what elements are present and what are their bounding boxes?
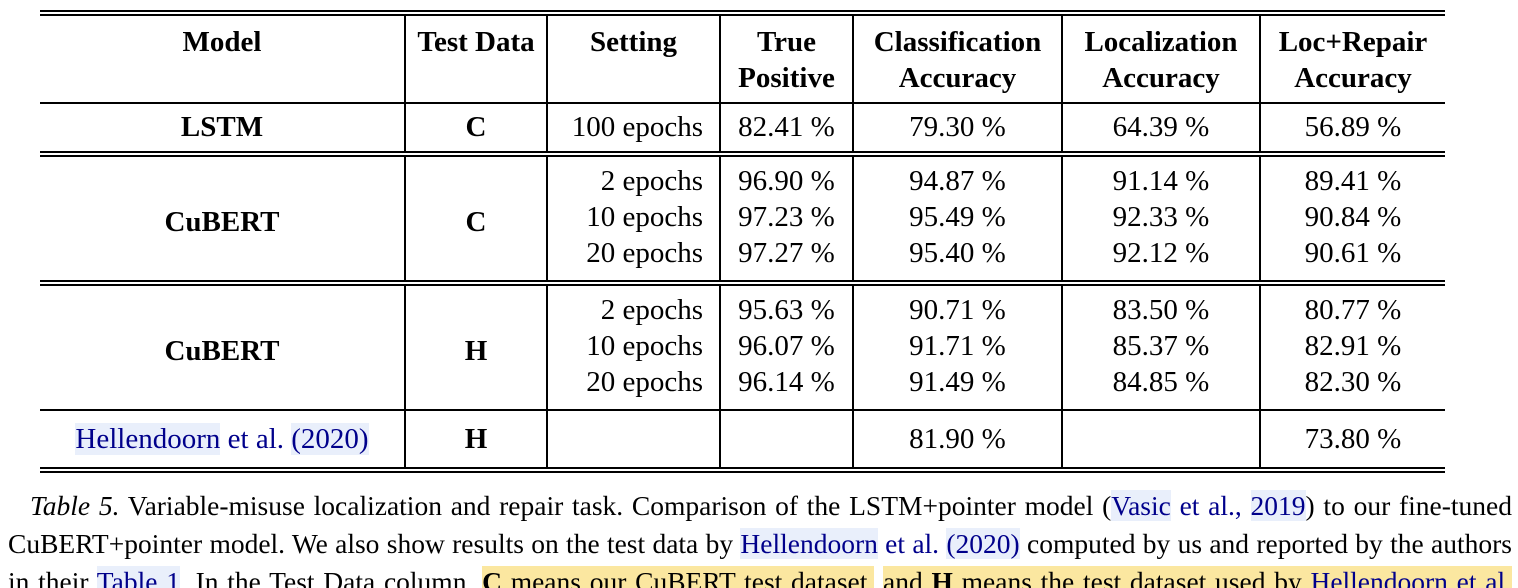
table-caption: Table 5. Variable-misuse localization an… <box>8 487 1512 588</box>
classification-accuracy-cell: 81.90 % <box>852 409 1062 473</box>
classification-accuracy-cell: 91.71 % <box>852 328 1062 364</box>
model-cell-cubert-c: CuBERT <box>40 151 405 283</box>
classification-accuracy-cell: 94.87 % <box>852 151 1062 199</box>
citation-link-hellendoorn-1[interactable]: Hellendoorn et al. (2020) <box>740 528 1020 559</box>
caption-text <box>874 566 883 588</box>
highlighted-text: means the test dataset used by <box>952 566 1311 588</box>
setting-cell-empty <box>546 409 720 473</box>
setting-cell: 10 epochs <box>546 328 720 364</box>
setting-cell: 2 epochs <box>546 280 720 328</box>
col-header-model: Model <box>40 10 405 103</box>
caption-text: Variable-misuse localization and repair … <box>119 490 1112 521</box>
header-row: Model Test Data Setting True Positive Cl… <box>40 10 1445 103</box>
test-data-cell: C <box>404 102 547 154</box>
setting-cell: 2 epochs <box>546 151 720 199</box>
table-row-cubert-c-2: 10 epochs 97.23 % 95.49 % 92.33 % 90.84 … <box>40 199 1445 235</box>
loc-repair-accuracy-cell: 89.41 % <box>1259 151 1445 199</box>
true-positive-cell: 82.41 % <box>719 102 853 154</box>
loc-repair-accuracy-cell: 90.61 % <box>1259 235 1445 283</box>
localization-accuracy-cell-empty <box>1061 409 1260 473</box>
citation-author: Vasic <box>1111 490 1171 521</box>
true-positive-cell: 95.63 % <box>719 280 853 328</box>
classification-accuracy-cell: 95.49 % <box>852 199 1062 235</box>
citation-author: Hellendoorn <box>75 423 221 455</box>
citation-etal: et al. <box>877 528 947 559</box>
caption-text: . In the Test Data column, <box>179 566 483 588</box>
table-row-cubert-c-3: 20 epochs 97.27 % 95.40 % 92.12 % 90.61 … <box>40 235 1445 283</box>
loc-repair-accuracy-cell: 56.89 % <box>1259 102 1445 154</box>
citation-etal: et al., <box>1170 490 1251 521</box>
true-positive-cell-empty <box>719 409 853 473</box>
setting-cell: 10 epochs <box>546 199 720 235</box>
caption-text: ) to our fine-tuned CuBERT+pointer model… <box>8 490 1512 559</box>
col-header-setting: Setting <box>546 10 720 103</box>
classification-accuracy-cell: 79.30 % <box>852 102 1062 154</box>
table1-ref-link[interactable]: Table 1 <box>96 566 180 588</box>
test-data-cell: C <box>404 151 547 283</box>
citation-etal: et al. <box>220 423 292 455</box>
col-header-localization-accuracy: Localization Accuracy <box>1061 10 1260 103</box>
citation-etal: et al. <box>1447 566 1512 588</box>
loc-repair-accuracy-cell: 82.91 % <box>1259 328 1445 364</box>
table-row-cubert-c-1: CuBERT C 2 epochs 96.90 % 94.87 % 91.14 … <box>40 151 1445 283</box>
citation-year: (2020) <box>291 423 369 455</box>
citation-author: Hellendoorn <box>740 528 878 559</box>
col-header-test-data: Test Data <box>404 10 547 103</box>
localization-accuracy-cell: 92.33 % <box>1061 199 1260 235</box>
true-positive-cell: 96.14 % <box>719 364 853 410</box>
test-data-cell: H <box>404 280 547 410</box>
citation-author: Hellendoorn <box>1310 566 1448 588</box>
localization-accuracy-cell: 84.85 % <box>1061 364 1260 410</box>
setting-cell: 100 epochs <box>546 102 720 154</box>
classification-accuracy-cell: 95.40 % <box>852 235 1062 283</box>
model-cell-cubert-h: CuBERT <box>40 280 405 410</box>
loc-repair-accuracy-cell: 73.80 % <box>1259 409 1445 473</box>
col-header-classification-accuracy: Classification Accuracy <box>852 10 1062 103</box>
highlighted-text: and <box>883 566 932 588</box>
table-row-hellendoorn: Hellendoorn et al. (2020) H 81.90 % 73.8… <box>40 409 1445 473</box>
localization-accuracy-cell: 83.50 % <box>1061 280 1260 328</box>
citation-year: 2019 <box>1250 490 1306 521</box>
localization-accuracy-cell: 85.37 % <box>1061 328 1260 364</box>
localization-accuracy-cell: 91.14 % <box>1061 151 1260 199</box>
caption-text: computed by us and reported by the autho… <box>8 528 1512 588</box>
highlighted-c-label: C <box>482 566 502 588</box>
test-data-cell: H <box>404 409 547 473</box>
true-positive-cell: 96.07 % <box>719 328 853 364</box>
table-row-cubert-h-3: 20 epochs 96.14 % 91.49 % 84.85 % 82.30 … <box>40 364 1445 410</box>
loc-repair-accuracy-cell: 80.77 % <box>1259 280 1445 328</box>
true-positive-cell: 96.90 % <box>719 151 853 199</box>
classification-accuracy-cell: 91.49 % <box>852 364 1062 410</box>
loc-repair-accuracy-cell: 82.30 % <box>1259 364 1445 410</box>
results-table-wrap: Model Test Data Setting True Positive Cl… <box>40 10 1518 473</box>
table-row-lstm: LSTM C 100 epochs 82.41 % 79.30 % 64.39 … <box>40 102 1445 154</box>
true-positive-cell: 97.23 % <box>719 199 853 235</box>
citation-link-vasic[interactable]: Vasic et al., 2019 <box>1111 490 1306 521</box>
classification-accuracy-cell: 90.71 % <box>852 280 1062 328</box>
table-row-cubert-h-2: 10 epochs 96.07 % 91.71 % 85.37 % 82.91 … <box>40 328 1445 364</box>
loc-repair-accuracy-cell: 90.84 % <box>1259 199 1445 235</box>
citation-year: (2020) <box>946 528 1020 559</box>
highlighted-text: means our CuBERT test dataset, <box>501 566 875 588</box>
table-row-cubert-h-1: CuBERT H 2 epochs 95.63 % 90.71 % 83.50 … <box>40 280 1445 410</box>
results-table: Model Test Data Setting True Positive Cl… <box>40 10 1445 473</box>
model-cell-hellendoorn: Hellendoorn et al. (2020) <box>40 409 405 473</box>
setting-cell: 20 epochs <box>546 235 720 283</box>
setting-cell: 20 epochs <box>546 364 720 410</box>
localization-accuracy-cell: 92.12 % <box>1061 235 1260 283</box>
model-cell-lstm: LSTM <box>40 102 405 154</box>
col-header-loc-repair-accuracy: Loc+Repair Accuracy <box>1259 10 1445 103</box>
col-header-true-positive: True Positive <box>719 10 853 103</box>
true-positive-cell: 97.27 % <box>719 235 853 283</box>
localization-accuracy-cell: 64.39 % <box>1061 102 1260 154</box>
citation-link-hellendoorn[interactable]: Hellendoorn et al. (2020) <box>75 423 369 455</box>
caption-label: Table 5. <box>30 490 120 521</box>
highlighted-h-label: H <box>931 566 953 588</box>
